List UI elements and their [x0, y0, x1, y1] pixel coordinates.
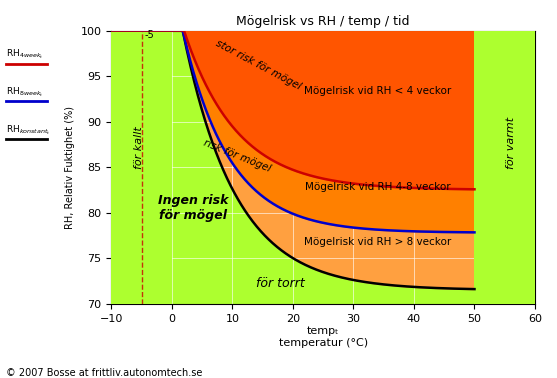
Text: RH$_{4week_t}$: RH$_{4week_t}$: [6, 47, 43, 61]
Text: RH$_{konstant_t}$: RH$_{konstant_t}$: [6, 123, 50, 136]
Text: stor risk för mögel: stor risk för mögel: [214, 38, 303, 92]
Text: -5: -5: [144, 30, 154, 40]
Text: RH$_{8week_t}$: RH$_{8week_t}$: [6, 85, 43, 99]
Text: © 2007 Bosse at frittliv.autonomtech.se: © 2007 Bosse at frittliv.autonomtech.se: [6, 368, 202, 378]
Text: för torrt: för torrt: [256, 277, 305, 290]
Bar: [475, 31, 535, 304]
Text: Ingen risk
för mögel: Ingen risk för mögel: [158, 194, 228, 222]
Text: Mögelrisk vid RH < 4 veckor: Mögelrisk vid RH < 4 veckor: [304, 86, 451, 96]
Title: Mögelrisk vs RH / temp / tid: Mögelrisk vs RH / temp / tid: [237, 15, 410, 28]
Text: för kallt: för kallt: [134, 126, 144, 169]
Text: Mögelrisk vid RH > 8 veckor: Mögelrisk vid RH > 8 veckor: [304, 237, 451, 246]
X-axis label: tempₜ
temperatur (°C): tempₜ temperatur (°C): [278, 326, 368, 348]
Text: risk för mögel: risk för mögel: [202, 138, 272, 174]
Bar: [111, 31, 172, 304]
Text: för varmt: för varmt: [506, 117, 516, 169]
Text: Mögelrisk vid RH 4-8 veckor: Mögelrisk vid RH 4-8 veckor: [305, 182, 451, 192]
Y-axis label: RH, Relativ Fuktighet (%): RH, Relativ Fuktighet (%): [65, 106, 75, 229]
